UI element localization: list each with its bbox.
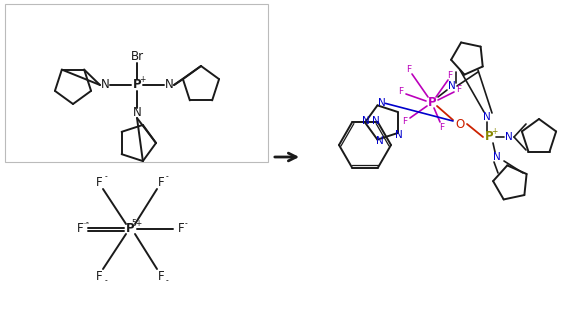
- Text: N: N: [483, 112, 491, 122]
- Text: +: +: [491, 127, 497, 137]
- Text: F: F: [178, 223, 184, 236]
- Text: -: -: [86, 218, 89, 228]
- Text: P: P: [132, 79, 141, 92]
- Text: F: F: [448, 70, 453, 80]
- Text: F: F: [96, 269, 102, 282]
- Text: -: -: [104, 172, 107, 182]
- Text: F: F: [158, 269, 164, 282]
- Text: N: N: [505, 132, 513, 142]
- Text: O: O: [456, 118, 465, 131]
- Text: N: N: [100, 79, 110, 92]
- Text: Br: Br: [130, 50, 143, 63]
- Text: N: N: [376, 136, 383, 146]
- Text: F: F: [440, 122, 445, 132]
- Text: N: N: [372, 116, 380, 126]
- Text: N: N: [448, 81, 456, 91]
- Text: +: +: [139, 75, 145, 85]
- Text: F: F: [96, 176, 102, 189]
- FancyBboxPatch shape: [5, 4, 268, 162]
- Text: F: F: [407, 64, 412, 74]
- Text: N: N: [132, 107, 142, 120]
- Text: F: F: [77, 223, 83, 236]
- Text: F: F: [456, 85, 461, 94]
- Text: -: -: [184, 219, 187, 229]
- Text: N: N: [164, 79, 174, 92]
- Text: N: N: [395, 130, 403, 140]
- Text: P: P: [428, 95, 436, 108]
- Text: N: N: [377, 98, 385, 108]
- Text: N: N: [493, 152, 501, 162]
- Text: F: F: [158, 176, 164, 189]
- Text: —: —: [83, 222, 89, 227]
- Text: 5+: 5+: [131, 219, 143, 229]
- Text: N: N: [362, 116, 370, 126]
- Text: -: -: [104, 276, 107, 286]
- Text: P: P: [485, 131, 493, 144]
- Text: F: F: [399, 87, 404, 96]
- Text: -: -: [166, 276, 168, 286]
- Text: -: -: [166, 172, 168, 182]
- Text: F: F: [403, 118, 408, 126]
- Text: P: P: [126, 223, 134, 236]
